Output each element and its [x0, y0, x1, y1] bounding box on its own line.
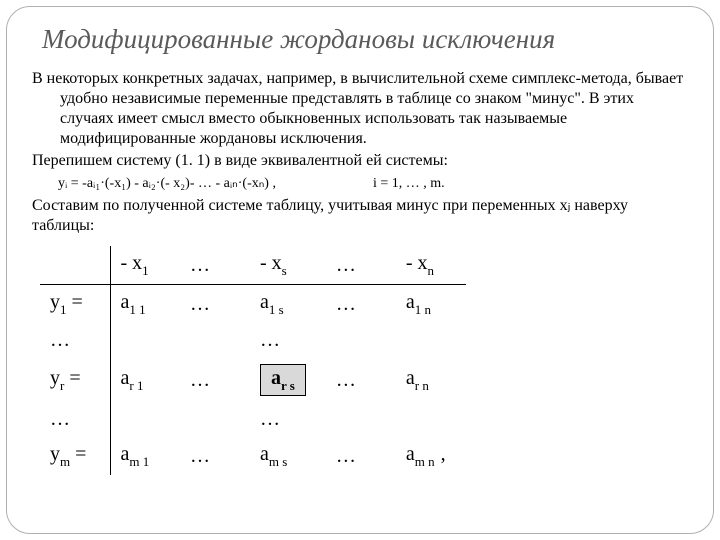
cell-1d1: …: [180, 285, 250, 324]
cell-m1: am 1: [110, 437, 180, 475]
cell-r1-sub: r 1: [129, 378, 143, 393]
cell-rd2: …: [326, 358, 396, 402]
cell-1s-sub: 1 s: [269, 302, 284, 317]
cell-2-3: …: [250, 323, 326, 358]
cell-rs-a: a: [271, 367, 281, 389]
cell-mn: am n,: [396, 437, 466, 475]
row-head-r-y: y: [50, 367, 60, 389]
pivot-cell: ar s: [260, 364, 306, 396]
paragraph-1-text: В некоторых конкретных задачах, например…: [32, 69, 688, 149]
equation-line: yᵢ = -aᵢ₁·(-x₁) - aᵢ₂·(- x₂)- … - aᵢₙ·(-…: [58, 175, 696, 192]
cell-rn-a: a: [406, 367, 415, 389]
row-head-m: ym =: [40, 437, 110, 475]
row-head-4: …: [40, 402, 110, 437]
table-corner: [40, 246, 110, 285]
cell-1s-a: a: [260, 291, 269, 313]
row-head-m-sub: m: [60, 454, 70, 469]
row-head-2: …: [40, 323, 110, 358]
row-head-1-y: y: [50, 291, 60, 313]
cell-rn-sub: r n: [415, 378, 429, 393]
table-header-row: - x1 … - xs … - xn: [40, 246, 466, 285]
cell-4-3: …: [250, 402, 326, 437]
cell-1n-a: a: [406, 291, 415, 313]
col-head-1-sub: 1: [142, 263, 149, 278]
cell-1s: a1 s: [250, 285, 326, 324]
cell-rs-sub: r s: [281, 378, 295, 393]
row-head-r-eq: =: [64, 367, 80, 389]
equation-right: i = 1, … , m.: [373, 176, 445, 191]
cell-4-4: [326, 402, 396, 437]
col-head-5-sub: n: [428, 263, 435, 278]
col-head-1: - x1: [110, 246, 180, 285]
cell-2-1: [110, 323, 180, 358]
cell-r1: ar 1: [110, 358, 180, 402]
cell-ms-a: a: [260, 443, 269, 465]
row-head-r: yr =: [40, 358, 110, 402]
col-head-5: - xn: [396, 246, 466, 285]
table-row: y1 = a1 1 … a1 s … a1 n: [40, 285, 466, 324]
row-head-m-eq: =: [70, 443, 86, 465]
col-head-3-text: - x: [260, 252, 282, 274]
cell-2-2: [180, 323, 250, 358]
cell-4-2: [180, 402, 250, 437]
cell-ms-sub: m s: [269, 454, 287, 469]
table-row: ym = am 1 … am s … am n,: [40, 437, 466, 475]
trailing-comma: ,: [435, 443, 446, 465]
row-head-1-eq: =: [67, 291, 83, 313]
col-head-3-sub: s: [282, 263, 287, 278]
paragraph-3: Составим по полученной системе таблицу, …: [32, 196, 688, 236]
col-head-2: …: [180, 246, 250, 285]
cell-md2: …: [326, 437, 396, 475]
row-head-1: y1 =: [40, 285, 110, 324]
row-head-1-sub: 1: [60, 302, 67, 317]
cell-rd1: …: [180, 358, 250, 402]
col-head-3: - xs: [250, 246, 326, 285]
jordan-table: - x1 … - xs … - xn y1 = a1 1 … a1 s … a1…: [40, 246, 466, 475]
table-row: … …: [40, 323, 466, 358]
table-row: yr = ar 1 … ar s … ar n: [40, 358, 466, 402]
col-head-5-text: - x: [406, 252, 428, 274]
col-head-1-text: - x: [121, 252, 143, 274]
cell-1n: a1 n: [396, 285, 466, 324]
cell-1n-sub: 1 n: [415, 302, 431, 317]
cell-4-5: [396, 402, 466, 437]
paragraph-2: Перепишем систему (1. 1) в виде эквивале…: [32, 151, 688, 171]
cell-mn-sub: m n: [415, 454, 435, 469]
col-head-4: …: [326, 246, 396, 285]
paragraph-1: В некоторых конкретных задачах, например…: [32, 69, 688, 149]
row-head-m-y: y: [50, 443, 60, 465]
cell-2-5: [396, 323, 466, 358]
cell-rn: ar n: [396, 358, 466, 402]
cell-2-4: [326, 323, 396, 358]
cell-md1: …: [180, 437, 250, 475]
cell-1d2: …: [326, 285, 396, 324]
slide-title: Модифицированные жордановы исключения: [42, 24, 696, 55]
cell-ms: am s: [250, 437, 326, 475]
cell-11-sub: 1 1: [129, 302, 145, 317]
cell-rs: ar s: [250, 358, 326, 402]
cell-mn-a: a: [406, 443, 415, 465]
equation-left: yᵢ = -aᵢ₁·(-x₁) - aᵢ₂·(- x₂)- … - aᵢₙ·(-…: [58, 176, 276, 191]
cell-11: a1 1: [110, 285, 180, 324]
row-head-r-sub: r: [60, 378, 64, 393]
cell-m1-sub: m 1: [129, 454, 149, 469]
cell-4-1: [110, 402, 180, 437]
table-row: … …: [40, 402, 466, 437]
